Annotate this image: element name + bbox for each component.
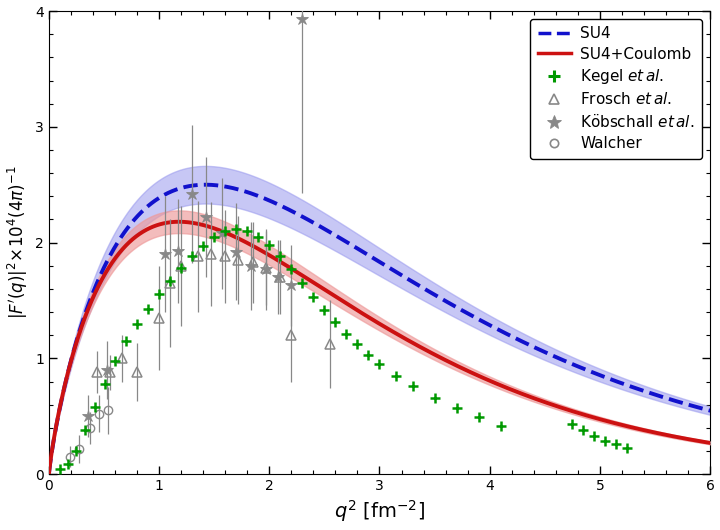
Kegel $\it{et\,al.}$ xyxy=(287,266,296,272)
Kegel $\it{et\,al.}$ xyxy=(392,373,400,379)
Kegel $\it{et\,al.}$ xyxy=(232,226,240,232)
Y-axis label: $|F'(q)|^2\!\times\!10^4(4\pi)^{-1}$: $|F'(q)|^2\!\times\!10^4(4\pi)^{-1}$ xyxy=(6,166,30,319)
SU4+Coulomb xyxy=(442,357,451,364)
SU4 xyxy=(86,295,95,301)
Kegel $\it{et\,al.}$ xyxy=(188,253,197,260)
Kegel $\it{et\,al.}$ xyxy=(353,341,361,348)
SU4+Coulomb xyxy=(460,366,469,373)
Kegel $\it{et\,al.}$ xyxy=(375,361,384,367)
SU4 xyxy=(460,308,469,315)
Kegel $\it{et\,al.}$ xyxy=(55,466,64,473)
SU4 xyxy=(634,386,642,392)
Kegel $\it{et\,al.}$ xyxy=(63,461,72,467)
Line: SU4+Coulomb: SU4+Coulomb xyxy=(49,222,720,473)
Kegel $\it{et\,al.}$ xyxy=(72,448,81,454)
Kegel $\it{et\,al.}$ xyxy=(579,427,588,434)
Kegel $\it{et\,al.}$ xyxy=(243,228,251,234)
SU4 xyxy=(201,182,210,188)
Kegel $\it{et\,al.}$ xyxy=(101,381,109,387)
X-axis label: $q^2$ [fm$^{-2}$]: $q^2$ [fm$^{-2}$] xyxy=(334,499,425,525)
Kegel $\it{et\,al.}$ xyxy=(601,437,610,444)
Kegel $\it{et\,al.}$ xyxy=(408,383,417,390)
Kegel $\it{et\,al.}$ xyxy=(364,352,373,358)
Kegel $\it{et\,al.}$ xyxy=(276,253,284,260)
Kegel $\it{et\,al.}$ xyxy=(210,234,219,240)
SU4+Coulomb xyxy=(634,426,642,432)
Kegel $\it{et\,al.}$ xyxy=(590,432,598,439)
Kegel $\it{et\,al.}$ xyxy=(431,394,439,401)
Kegel $\it{et\,al.}$ xyxy=(568,421,577,428)
SU4 xyxy=(564,359,572,365)
Kegel $\it{et\,al.}$ xyxy=(298,280,307,286)
SU4+Coulomb xyxy=(564,407,572,413)
Kegel $\it{et\,al.}$ xyxy=(122,338,130,344)
SU4+Coulomb xyxy=(175,218,184,225)
SU4 xyxy=(481,320,490,326)
Kegel $\it{et\,al.}$ xyxy=(474,414,483,421)
Line: SU4: SU4 xyxy=(49,185,720,473)
Kegel $\it{et\,al.}$ xyxy=(452,405,461,411)
SU4+Coulomb xyxy=(45,470,53,476)
Kegel $\it{et\,al.}$ xyxy=(166,278,174,284)
Legend: SU4, SU4+Coulomb, Kegel $\it{et\,al.}$, Frosch $\it{et\,al.}$, K$\ddot{\mathrm{o: SU4, SU4+Coulomb, Kegel $\it{et\,al.}$, … xyxy=(530,19,703,158)
Kegel $\it{et\,al.}$ xyxy=(623,444,631,450)
Kegel $\it{et\,al.}$ xyxy=(91,404,99,410)
Kegel $\it{et\,al.}$ xyxy=(199,243,207,249)
Kegel $\it{et\,al.}$ xyxy=(155,290,163,297)
Kegel $\it{et\,al.}$ xyxy=(331,319,340,325)
Kegel $\it{et\,al.}$ xyxy=(612,441,621,447)
SU4+Coulomb xyxy=(481,375,490,382)
Kegel $\it{et\,al.}$ xyxy=(81,427,89,434)
Kegel $\it{et\,al.}$ xyxy=(320,306,329,313)
Kegel $\it{et\,al.}$ xyxy=(111,358,120,364)
Kegel $\it{et\,al.}$ xyxy=(309,294,318,300)
SU4 xyxy=(442,298,451,305)
SU4 xyxy=(45,470,53,476)
Kegel $\it{et\,al.}$ xyxy=(132,321,141,327)
Kegel $\it{et\,al.}$ xyxy=(254,234,263,240)
Kegel $\it{et\,al.}$ xyxy=(265,242,274,248)
Line: Kegel $\it{et\,al.}$: Kegel $\it{et\,al.}$ xyxy=(55,224,632,474)
Kegel $\it{et\,al.}$ xyxy=(177,265,186,271)
Kegel $\it{et\,al.}$ xyxy=(221,228,230,234)
SU4+Coulomb xyxy=(86,299,95,306)
Kegel $\it{et\,al.}$ xyxy=(144,305,153,312)
Kegel $\it{et\,al.}$ xyxy=(496,422,505,429)
Kegel $\it{et\,al.}$ xyxy=(342,331,351,337)
